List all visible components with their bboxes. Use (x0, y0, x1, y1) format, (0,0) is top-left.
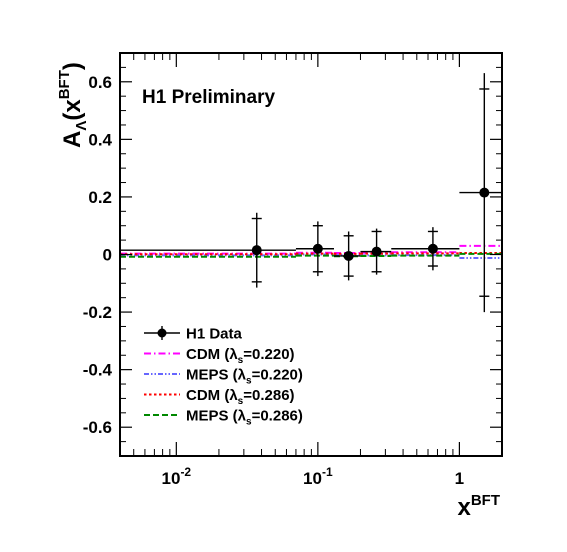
y-tick-label: 0.4 (88, 130, 112, 149)
y-axis-title-sub: Λ (73, 121, 90, 131)
y-tick-label: 0.2 (88, 188, 112, 207)
legend-label-data: H1 Data (186, 326, 243, 343)
x-tick-label: 10-1 (303, 465, 333, 488)
data-marker (251, 245, 262, 256)
x-tick-label: 1 (455, 469, 464, 488)
annotation-label: H1 Preliminary (142, 87, 275, 108)
data-point-6 (459, 73, 502, 313)
data-point-3 (333, 231, 361, 281)
axes: -0.6 -0.4 -0.2 0 0.2 0.4 0.6 10-2 10-1 1 (83, 52, 502, 488)
data-marker (343, 250, 354, 261)
x-axis-title-main: x (457, 494, 471, 521)
y-tick-label: -0.4 (83, 361, 113, 380)
legend-data-marker (157, 328, 167, 338)
y-axis-title-main: A (59, 131, 86, 148)
data-points (120, 73, 502, 313)
legend-label-1: CDM (λs=0.220) (186, 346, 295, 366)
y-axis-title: AΛ(xBFT) (56, 62, 90, 148)
y-tick-label: 0 (103, 246, 112, 265)
legend-label-3: CDM (λs=0.286) (186, 387, 295, 407)
legend-label-4: MEPS (λs=0.286) (186, 408, 303, 428)
legend: H1 Data CDM (λs=0.220)MEPS (λs=0.220)CDM … (144, 326, 303, 428)
data-point-2 (295, 221, 334, 277)
y-tick-label: -0.2 (83, 303, 112, 322)
data-point-1 (120, 212, 296, 288)
data-point-4 (360, 228, 392, 275)
x-axis-title-sup: BFT (471, 492, 500, 509)
y-tick-label: -0.6 (83, 418, 112, 437)
y-axis-title-sup: BFT (56, 70, 73, 99)
data-marker (479, 187, 490, 198)
data-marker (371, 246, 382, 257)
legend-label-2: MEPS (λs=0.220) (186, 367, 303, 387)
model-curves (120, 244, 502, 259)
data-marker (312, 243, 323, 254)
x-axis-title: xBFT (457, 492, 500, 521)
y-axis-title-open: (x (59, 99, 86, 121)
y-tick-label: 0.6 (88, 73, 112, 92)
y-axis-title-close: ) (59, 62, 86, 70)
data-marker (427, 243, 438, 254)
data-point-5 (391, 227, 460, 271)
x-tick-label: 10-2 (162, 465, 192, 488)
